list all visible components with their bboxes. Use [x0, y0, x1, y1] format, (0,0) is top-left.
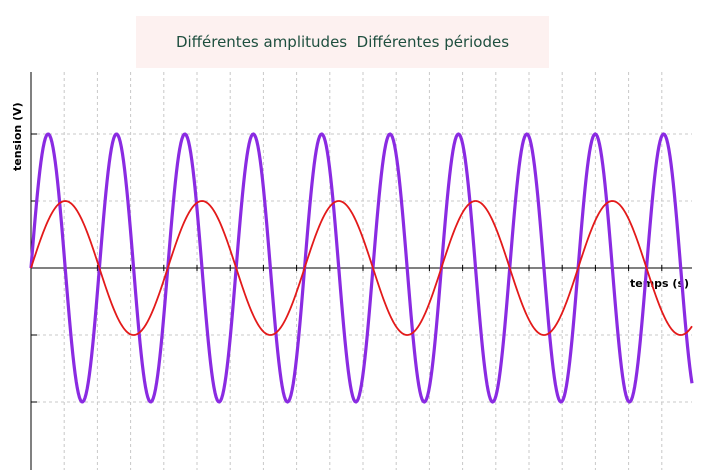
chart-title-box: Différentes amplitudes Différentes pério… [136, 16, 549, 68]
series-group [29, 132, 694, 404]
chart-title: Différentes amplitudes Différentes pério… [175, 33, 510, 51]
series-line-violet [29, 132, 694, 404]
series-line-red [30, 200, 693, 336]
